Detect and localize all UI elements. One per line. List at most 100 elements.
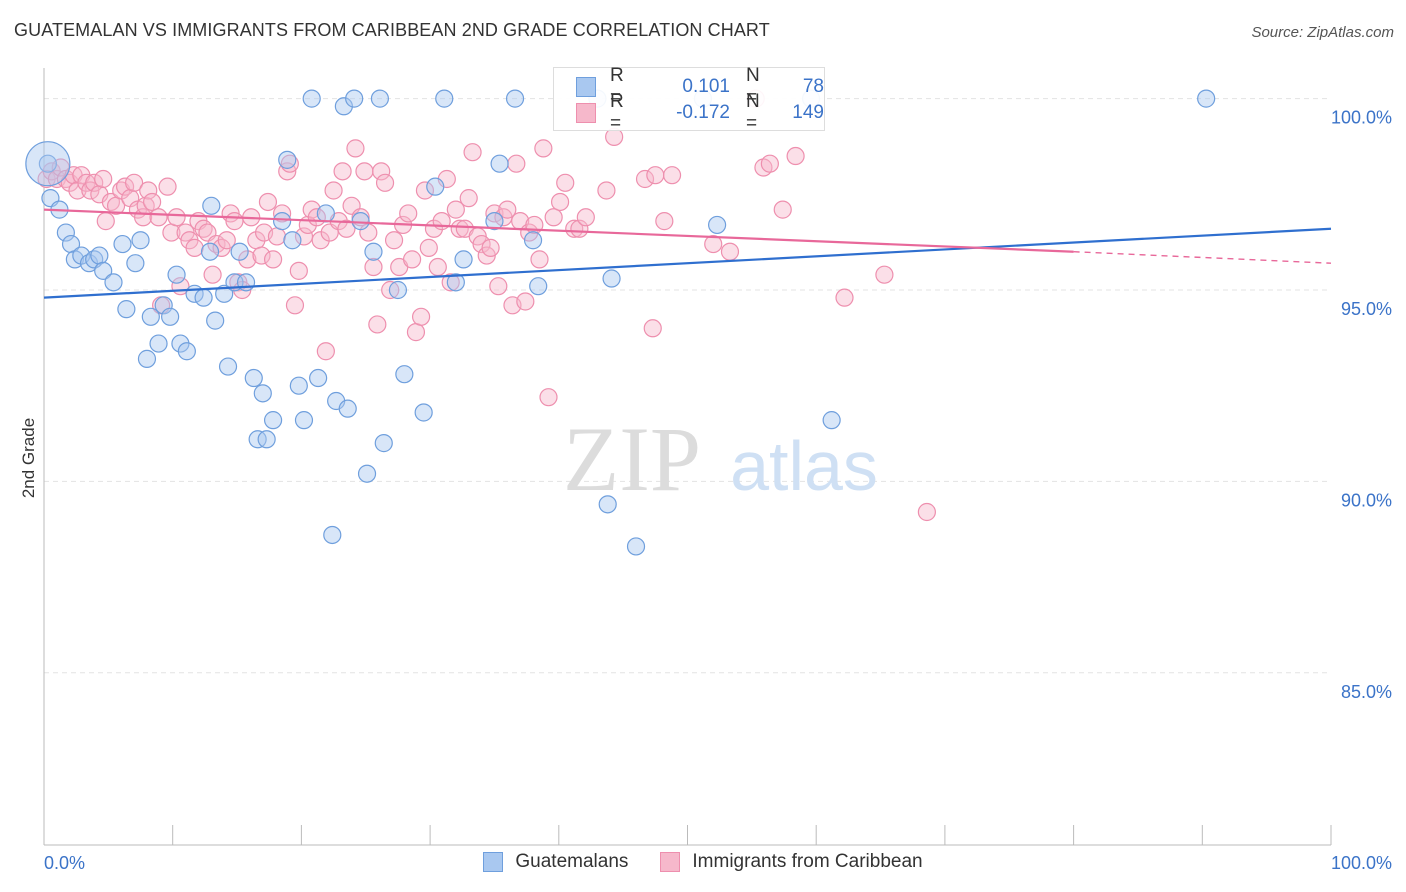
legend-item-caribbean[interactable]: Immigrants from Caribbean bbox=[660, 851, 923, 873]
guatemalan-point bbox=[137, 349, 157, 368]
caribbean-point bbox=[459, 189, 478, 208]
caribbean-point bbox=[115, 177, 135, 196]
caribbean-point bbox=[185, 238, 204, 257]
caribbean-trend-extension bbox=[1073, 251, 1332, 264]
guatemalan-point bbox=[126, 254, 145, 273]
guatemalan-point bbox=[141, 307, 160, 326]
guatemalan-point bbox=[370, 89, 390, 108]
caribbean-point bbox=[375, 173, 395, 192]
caribbean-point bbox=[875, 265, 894, 284]
caribbean-point bbox=[635, 169, 655, 189]
guatemalan-point bbox=[523, 231, 543, 250]
guatemalan-point bbox=[244, 368, 263, 388]
guatemalan-point bbox=[426, 177, 445, 196]
guatemalan-point bbox=[61, 234, 81, 254]
caribbean-point bbox=[539, 388, 558, 407]
caribbean-point bbox=[158, 177, 177, 196]
guatemalan-point bbox=[236, 273, 256, 292]
caribbean-trend-line bbox=[43, 208, 1074, 253]
caribbean-point bbox=[372, 162, 391, 181]
guatemalan-point bbox=[395, 365, 414, 384]
guatemalan-point bbox=[454, 250, 473, 269]
caribbean-point bbox=[217, 231, 236, 250]
guatemalan-point bbox=[253, 384, 272, 403]
axes bbox=[43, 68, 1332, 846]
guatemalan-point bbox=[167, 265, 186, 284]
legend-swatch-pink bbox=[660, 852, 681, 872]
caribbean-point bbox=[544, 208, 563, 227]
y-tick-label: 95.0% bbox=[1341, 299, 1392, 319]
legend-label-caribbean: Immigrants from Caribbean bbox=[692, 851, 923, 872]
caribbean-point bbox=[446, 200, 465, 219]
guatemalan-point bbox=[131, 231, 150, 250]
caribbean-point bbox=[272, 204, 292, 223]
caribbean-point bbox=[489, 277, 508, 296]
caribbean-point bbox=[498, 200, 517, 219]
caribbean-point bbox=[463, 143, 482, 162]
caribbean-point bbox=[472, 234, 491, 254]
guatemalan-point bbox=[345, 89, 364, 108]
legend-r-value: -0.172 bbox=[676, 102, 730, 123]
y-axis-label: 2nd Grade bbox=[19, 418, 38, 498]
guatemalan-point bbox=[364, 242, 383, 261]
caribbean-point bbox=[662, 166, 682, 185]
caribbean-point bbox=[419, 238, 438, 257]
guatemalan-point bbox=[602, 269, 621, 288]
caribbean-point bbox=[411, 307, 431, 326]
caribbean-point bbox=[773, 200, 792, 219]
guatemalan-point bbox=[206, 311, 225, 330]
guatemalan-point bbox=[289, 376, 308, 395]
legend-row-caribbean: R = -0.172 N = 149 bbox=[576, 91, 824, 134]
guatemalan-point bbox=[263, 411, 283, 430]
guatemalan-point bbox=[388, 280, 408, 300]
caribbean-point bbox=[149, 208, 168, 227]
caribbean-point bbox=[760, 154, 779, 173]
guatemalans-trend-line bbox=[43, 227, 1332, 299]
guatemalan-point bbox=[90, 246, 109, 265]
legend-n-label: N = bbox=[745, 65, 760, 108]
legend-item-guatemalans[interactable]: Guatemalans bbox=[483, 851, 628, 873]
caribbean-point bbox=[96, 212, 115, 231]
caribbean-point bbox=[252, 246, 271, 265]
watermark-zip: ZIP bbox=[563, 408, 701, 510]
caribbean-point bbox=[143, 192, 162, 212]
caribbean-point bbox=[402, 250, 422, 269]
legend-n-value: 78 bbox=[802, 76, 824, 97]
chart-title: GUATEMALAN VS IMMIGRANTS FROM CARIBBEAN … bbox=[14, 20, 770, 40]
caribbean-point bbox=[225, 212, 244, 231]
caribbean-point bbox=[94, 169, 113, 189]
guatemalan-point bbox=[1197, 89, 1216, 108]
caribbean-point bbox=[263, 250, 283, 269]
series-legend: Guatemalans Immigrants from Caribbean bbox=[0, 851, 1406, 873]
legend-r-label: R = bbox=[609, 65, 624, 108]
caribbean-point bbox=[597, 181, 616, 200]
caribbean-point bbox=[720, 242, 740, 261]
caribbean-point bbox=[203, 265, 222, 284]
caribbean-point bbox=[124, 173, 144, 192]
caribbean-point bbox=[381, 280, 400, 300]
watermark: ZIP atlas bbox=[563, 408, 878, 510]
caribbean-point bbox=[643, 319, 662, 338]
caribbean-point bbox=[267, 227, 287, 246]
correlation-legend: R = 0.101 N = 78 R = -0.172 N = 149 bbox=[553, 65, 825, 134]
y-tick-label: 85.0% bbox=[1341, 682, 1392, 702]
caribbean-point bbox=[516, 292, 535, 311]
caribbean-point bbox=[507, 154, 526, 173]
guatemalan-point bbox=[302, 89, 321, 108]
guatemalan-point bbox=[490, 154, 509, 173]
guatemalan-point bbox=[230, 242, 249, 261]
guatemalan-point bbox=[278, 150, 297, 169]
guatemalan-point bbox=[104, 273, 123, 292]
caribbean-point bbox=[139, 181, 158, 200]
caribbean-point bbox=[704, 234, 723, 254]
legend-label-guatemalans: Guatemalans bbox=[515, 851, 629, 872]
caribbean-point bbox=[406, 323, 426, 342]
guatemalan-point bbox=[626, 537, 646, 556]
guatemalan-point bbox=[56, 223, 75, 242]
legend-swatch-blue bbox=[576, 77, 596, 97]
caribbean-point bbox=[415, 181, 435, 200]
caribbean-point bbox=[384, 231, 404, 250]
caribbean-point bbox=[835, 288, 854, 307]
caribbean-point bbox=[428, 257, 447, 277]
